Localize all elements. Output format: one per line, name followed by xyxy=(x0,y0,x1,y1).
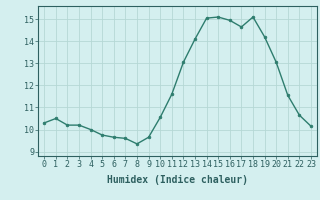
X-axis label: Humidex (Indice chaleur): Humidex (Indice chaleur) xyxy=(107,175,248,185)
